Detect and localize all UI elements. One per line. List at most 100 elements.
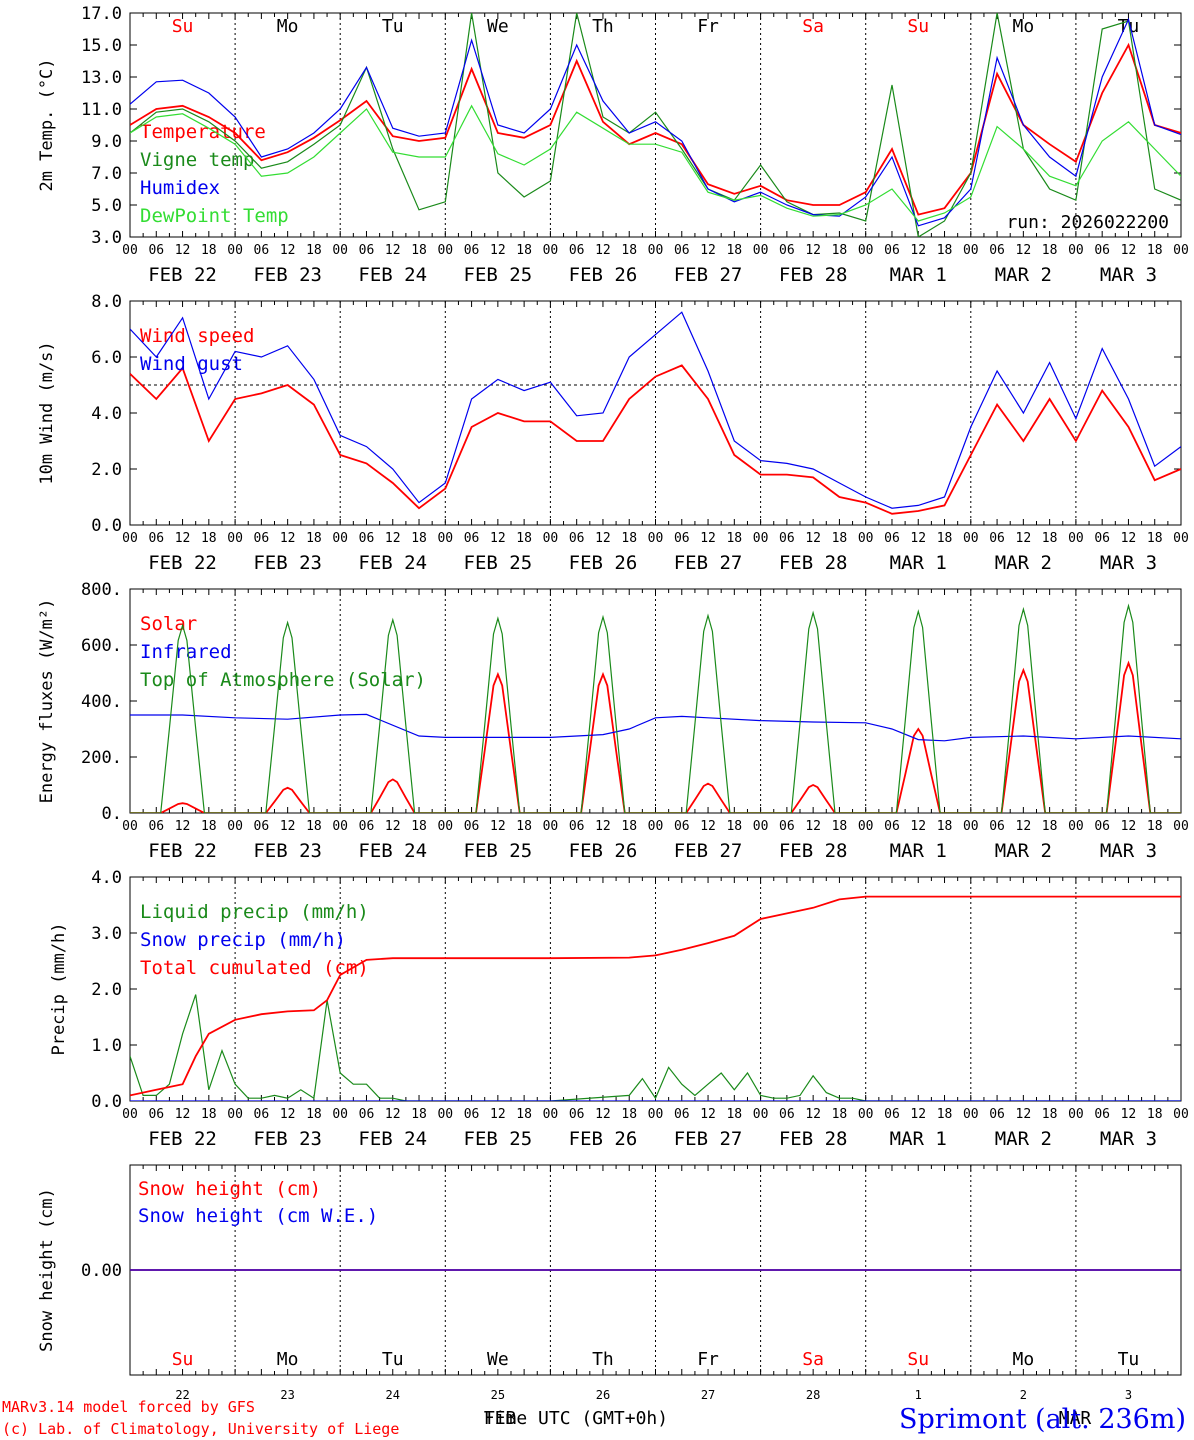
copyright: (c) Lab. of Climatology, University of L…	[2, 1420, 399, 1438]
x-date-label: MAR 3	[1100, 840, 1157, 862]
x-hour-label: 06	[254, 531, 270, 546]
x-hour-label: 12	[595, 531, 611, 546]
x-date-label: FEB 22	[148, 1128, 217, 1150]
x-hour-label: 12	[700, 531, 716, 546]
day-name-label: Tu	[382, 1349, 404, 1370]
series-line-vigne-temp	[130, 13, 1181, 237]
x-date-label: FEB 27	[674, 264, 743, 286]
x-hour-label: 18	[726, 531, 742, 546]
day-name-label: Tu	[382, 16, 404, 37]
x-day-number: 23	[280, 1388, 294, 1402]
series-line-dewpoint-temp	[130, 104, 1181, 222]
x-hour-label: 00	[332, 819, 348, 834]
x-hour-label: 00	[437, 531, 453, 546]
x-hour-label: 00	[858, 819, 874, 834]
x-date-label: FEB 22	[148, 840, 217, 862]
day-name-label: Fr	[697, 1349, 719, 1370]
x-hour-label: 06	[148, 819, 164, 834]
x-date-label: FEB 28	[779, 1128, 848, 1150]
y-tick-label: 0.0	[91, 1092, 122, 1112]
x-hour-label: 12	[910, 819, 926, 834]
series-line-total-cumulated-cm	[130, 895, 1181, 1097]
day-name-label: Su	[907, 16, 929, 37]
series-line-infrared	[130, 713, 1181, 742]
x-hour-label: 12	[490, 1107, 506, 1122]
x-hour-label: 00	[648, 819, 664, 834]
x-day-number: 1	[915, 1388, 922, 1402]
x-hour-label: 18	[201, 819, 217, 834]
x-hour-label: 06	[884, 819, 900, 834]
x-hour-label: 12	[385, 243, 401, 258]
x-hour-label: 18	[1042, 243, 1058, 258]
panel-5: 0.00 Snow height (cm) Su Mo Tu We Th Fr Sa Su Mo Tu…	[37, 1164, 1182, 1376]
x-hour-label: 12	[1121, 819, 1137, 834]
x-hour-label: 18	[411, 531, 427, 546]
y-axis-label: Precip (mm/h)	[49, 922, 69, 1055]
x-hour-label: 12	[1016, 1107, 1032, 1122]
x-hour-label: 12	[700, 819, 716, 834]
x-hour-label: 00	[543, 819, 559, 834]
x-date-label: FEB 24	[358, 552, 427, 574]
y-tick-label: 6.0	[91, 348, 122, 368]
legend-entry: Snow height (cm)	[138, 1178, 321, 1200]
x-hour-label: 18	[832, 531, 848, 546]
x-hour-label: 06	[359, 819, 375, 834]
x-date-label: MAR 1	[890, 264, 947, 286]
x-hour-label: 06	[464, 819, 480, 834]
x-hour-label: 00	[437, 1107, 453, 1122]
x-hour-label: 18	[832, 819, 848, 834]
x-hour-label: 00	[1068, 1107, 1084, 1122]
x-hour-label: 06	[569, 243, 585, 258]
x-date-label: FEB 27	[674, 552, 743, 574]
x-hour-label: 18	[621, 819, 637, 834]
legend-entry: Total cumulated (cm)	[140, 957, 369, 979]
station-title: Sprimont (alt. 236m)	[899, 1404, 1186, 1435]
x-hour-label: 06	[148, 531, 164, 546]
x-hour-label: 18	[1147, 531, 1163, 546]
x-hour-label: 00	[1173, 243, 1189, 258]
x-hour-label: 06	[569, 531, 585, 546]
x-hour-label: 00	[753, 1107, 769, 1122]
x-hour-label: 00	[543, 1107, 559, 1122]
x-hour-label: 00	[858, 531, 874, 546]
x-hour-label: 12	[175, 531, 191, 546]
x-hour-label: 12	[595, 819, 611, 834]
x-hour-label: 18	[201, 1107, 217, 1122]
x-axis-title: Time UTC (GMT+0h)	[484, 1408, 668, 1429]
x-hour-label: 18	[726, 1107, 742, 1122]
x-day-number: 25	[491, 1388, 505, 1402]
x-date-label: FEB 28	[779, 264, 848, 286]
x-hour-label: 00	[753, 243, 769, 258]
x-hour-label: 06	[989, 243, 1005, 258]
x-date-label: FEB 25	[464, 840, 533, 862]
x-date-label: MAR 3	[1100, 1128, 1157, 1150]
x-date-label: MAR 2	[995, 552, 1052, 574]
day-name-label: We	[487, 16, 509, 37]
series-line-liquid-precip-mm-h	[130, 994, 1181, 1101]
x-hour-label: 18	[411, 819, 427, 834]
x-hour-label: 12	[1016, 243, 1032, 258]
x-hour-label: 18	[306, 819, 322, 834]
x-hour-label: 12	[910, 1107, 926, 1122]
y-tick-label: 3.0	[91, 924, 122, 944]
legend-entry: Wind speed	[140, 325, 254, 347]
day-name-label: Mo	[277, 1349, 299, 1370]
x-hour-label: 18	[201, 531, 217, 546]
x-date-label: FEB 27	[674, 1128, 743, 1150]
x-day-number: 26	[596, 1388, 610, 1402]
x-date-label: FEB 23	[253, 552, 322, 574]
x-hour-label: 12	[280, 531, 296, 546]
x-hour-label: 12	[385, 1107, 401, 1122]
panel-4: 0.0 1.0 2.0 3.0 4.0 Precip (mm/h) 00 06 12 18 FEB …	[49, 868, 1189, 1150]
x-day-number: 2	[1020, 1388, 1027, 1402]
x-hour-label: 12	[910, 243, 926, 258]
y-tick-label: 9.0	[91, 132, 122, 152]
x-date-label: MAR 1	[890, 552, 947, 574]
legend-entry: Humidex	[140, 177, 220, 199]
legend-entry: Snow precip (mm/h)	[140, 929, 346, 951]
x-date-label: FEB 22	[148, 552, 217, 574]
x-hour-label: 18	[1042, 531, 1058, 546]
panel-1: 3.0 5.0 7.0 9.0 11.0 13.0 15.0 17.0 2m Temp. (°C…	[37, 4, 1189, 286]
x-hour-label: 18	[306, 1107, 322, 1122]
y-tick-label: 2.0	[91, 980, 122, 1000]
